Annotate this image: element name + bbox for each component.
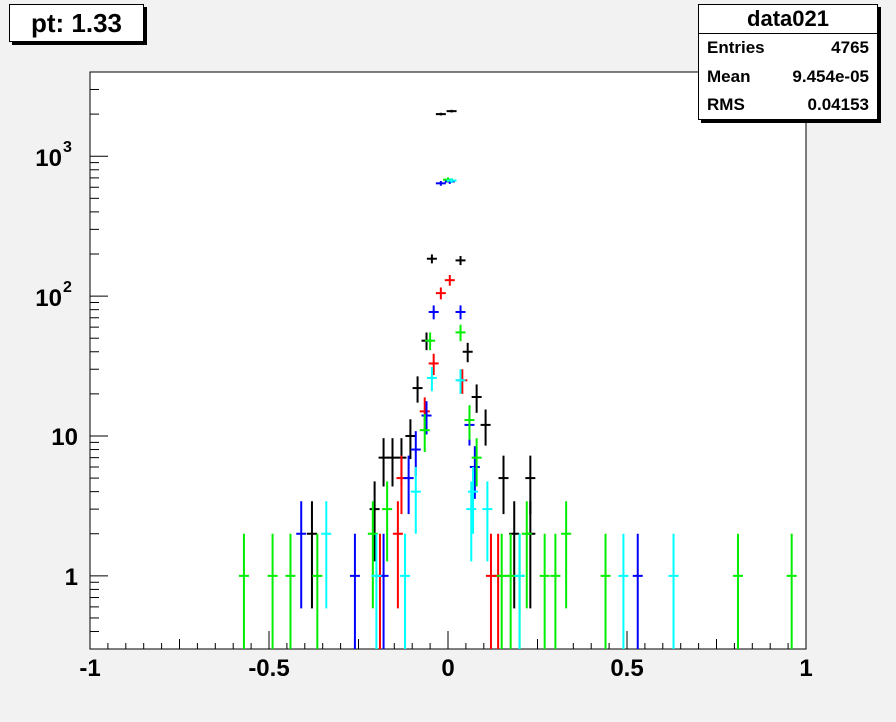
data-point <box>392 501 403 609</box>
y-tick-label: 1 <box>65 564 78 591</box>
data-point <box>296 501 307 609</box>
x-tick-label: 0 <box>441 655 454 682</box>
data-point <box>321 501 332 609</box>
data-point <box>387 438 398 487</box>
data-point <box>464 405 475 440</box>
data-point <box>732 533 743 649</box>
data-point <box>371 533 382 649</box>
stats-box: data021 Entries 4765 Mean 9.454e-05 RMS … <box>698 4 878 120</box>
data-point <box>455 324 466 342</box>
data-point <box>505 533 516 649</box>
title-box: pt: 1.33 <box>9 4 144 42</box>
y-tick-label-exponent: 3 <box>63 139 72 156</box>
data-point <box>498 455 509 515</box>
data-point <box>285 533 296 649</box>
data-point <box>521 501 532 609</box>
x-tick-label: 1 <box>799 655 812 682</box>
data-point <box>471 384 482 413</box>
data-point <box>466 481 477 562</box>
data-point <box>455 305 466 320</box>
data-point <box>412 376 423 403</box>
data-point <box>378 438 389 487</box>
x-tick-label: -0.5 <box>248 655 289 682</box>
data-point <box>455 256 466 266</box>
data-point <box>421 401 432 435</box>
stats-row-entries: Entries 4765 <box>699 34 877 63</box>
data-point <box>267 533 278 649</box>
data-point <box>668 533 679 649</box>
data-point <box>469 446 480 499</box>
data-point <box>238 533 249 649</box>
y-tick-label: 10 <box>51 424 78 451</box>
stats-key: RMS <box>707 95 745 114</box>
data-point <box>514 533 525 649</box>
data-point <box>306 501 317 609</box>
y-tick-label-exponent: 2 <box>63 279 72 296</box>
data-point <box>600 533 611 649</box>
data-point <box>382 481 393 562</box>
data-point <box>539 533 550 649</box>
data-point <box>632 533 643 649</box>
data-point <box>496 533 507 649</box>
data-point <box>455 369 466 394</box>
data-point <box>428 305 439 320</box>
title-label: pt: 1.33 <box>30 8 123 38</box>
stats-row-rms: RMS 0.04153 <box>699 91 877 120</box>
data-point <box>403 455 414 515</box>
data-point <box>405 419 416 460</box>
data-point <box>410 467 421 534</box>
data-point <box>482 481 493 562</box>
stats-key: Mean <box>707 66 751 86</box>
data-point <box>435 112 446 116</box>
data-point <box>419 414 430 452</box>
data-point <box>428 353 439 376</box>
stats-name: data021 <box>699 5 877 34</box>
data-point <box>425 332 436 351</box>
stats-key: Entries <box>707 38 765 57</box>
data-point <box>349 533 360 649</box>
data-point <box>786 533 797 649</box>
y-tick-label: 10 <box>35 285 62 312</box>
data-point <box>435 180 446 186</box>
data-point <box>480 409 491 446</box>
data-point <box>446 109 457 113</box>
stats-value: 9.454e-05 <box>792 66 869 86</box>
data-point <box>471 438 482 487</box>
y-tick-label: 10 <box>35 145 62 172</box>
data-point <box>444 275 455 286</box>
data-point <box>550 533 561 649</box>
x-tick-label: -1 <box>79 655 100 682</box>
stats-value: 4765 <box>831 38 869 57</box>
data-point <box>468 467 479 534</box>
data-point <box>369 481 380 562</box>
stats-value: 0.04153 <box>807 95 869 114</box>
data-point <box>462 342 473 363</box>
data-point <box>561 501 572 609</box>
plot-frame <box>89 71 807 650</box>
data-point <box>618 533 629 649</box>
data-point <box>312 533 323 649</box>
data-point <box>426 367 437 392</box>
x-tick-label: 0.5 <box>610 655 643 682</box>
data-point <box>426 254 437 264</box>
stats-row-mean: Mean 9.454e-05 <box>699 63 877 92</box>
data-point <box>400 533 411 649</box>
data-point <box>435 287 446 300</box>
data-point <box>446 178 457 183</box>
